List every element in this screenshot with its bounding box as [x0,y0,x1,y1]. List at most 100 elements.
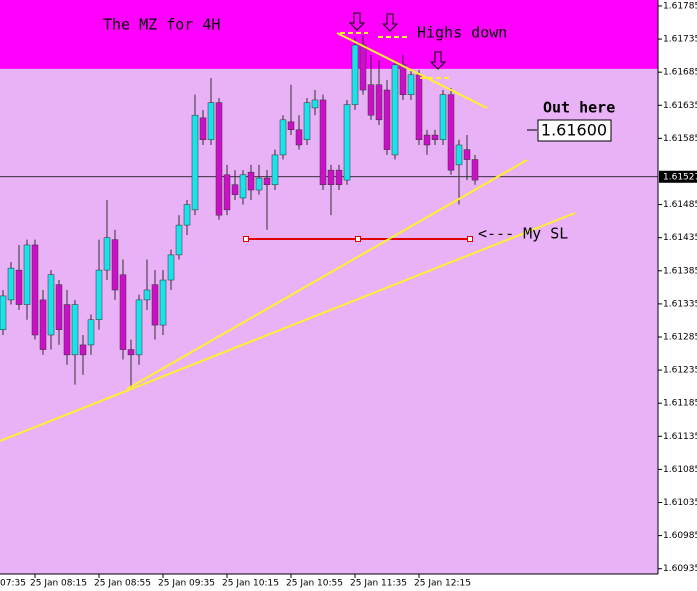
candle-body [319,99,327,185]
candle-body [415,74,423,140]
x-tick-label: 25 Jan 08:55 [94,579,151,589]
candle-body [375,84,383,121]
candle-body [15,269,23,305]
candle-body [119,274,127,350]
candle-body [367,84,375,116]
candle-body [295,129,303,146]
arrow-down [348,12,366,31]
candle-body [151,284,159,326]
candle-body [391,64,399,156]
candle-body [271,154,279,185]
candle-body [55,284,63,330]
x-tick-label: 25 Jan 10:15 [222,579,279,589]
candle-body [439,94,447,140]
trend-line [126,159,528,390]
candle-body [39,299,47,350]
candle-body [0,295,7,330]
y-tick-label: 1.61185 [663,399,697,409]
y-tick-label: 1.60935 [663,564,697,574]
candle-body [247,171,255,191]
y-tick-label: 1.61585 [663,134,697,144]
annotation: Out here [543,99,615,117]
candle-body [239,174,247,199]
annotation: <--- My SL [478,225,568,243]
candle-body [231,184,239,195]
candle-body [311,99,319,109]
y-tick-label: 1.61135 [663,432,697,442]
y-tick-label: 1.61085 [663,465,697,475]
plot-background [0,0,658,574]
x-tick-label: 25 Jan 09:35 [158,579,215,589]
y-tick-label: 1.61735 [663,35,697,45]
candle-body [359,44,367,91]
candle-body [87,319,95,346]
candle-body [135,299,143,356]
candle-body [287,121,295,131]
trend-line [336,32,488,109]
candle-body [191,114,199,211]
arrow-down [381,13,399,32]
plot-area [0,0,658,574]
candle-body [159,279,167,326]
y-tick-label: 1.61685 [663,68,697,78]
y-tick-label: 1.61035 [663,498,697,508]
candle-body [399,64,407,95]
axis-background [658,0,697,591]
candle-body [31,244,39,336]
x-tick-label: 25 Jan 10:55 [286,579,343,589]
sl-handle [355,236,361,243]
sl-handle [243,236,249,243]
y-tick-label: 1.61235 [663,366,697,376]
candle-body [7,267,15,301]
candle-body [455,144,463,166]
candle-body [63,304,71,356]
candle-body [199,117,207,140]
candle-body [327,169,335,185]
candle-body [79,344,87,356]
y-tick-label: 1.61385 [663,266,697,276]
x-tick-label: 25 Jan 11:35 [350,579,407,589]
candle-body [303,102,311,140]
candle-body [447,94,455,171]
candle-body [407,74,415,95]
trend-line [0,212,576,442]
candle-body [95,269,103,321]
zone [0,0,658,69]
candle-body [167,254,175,281]
y-tick-label: 1.61435 [663,233,697,243]
candle-body [431,134,439,140]
y-tick-label: 1.61635 [663,101,697,111]
candle-body [463,149,471,160]
x-tick-label: 07:35 [0,579,26,589]
current-price-box [659,170,697,183]
candle-body [215,102,223,216]
candle-body [223,174,231,211]
y-tick-label: 1.61785 [663,1,697,11]
candle-body [127,349,135,356]
candle-body [383,89,391,150]
drawings: The MZ for 4H Highs down Out here 1.6160… [0,12,615,442]
annotation: 1.61600 [541,121,607,140]
y-tick-label: 1.60985 [663,531,697,541]
candle-body [423,134,431,146]
current-price-label: 1.61527 [663,172,697,182]
candle-body [175,224,183,256]
x-tick-label: 25 Jan 08:15 [30,579,87,589]
candle-body [255,177,263,191]
candle-body [183,204,191,226]
candle-body [23,244,31,305]
candle-body [279,119,287,156]
sl-handle [467,236,473,243]
candle-body [111,239,119,291]
candle-body [207,102,215,140]
y-tick-label: 1.61335 [663,299,697,309]
candle-body [143,289,151,301]
x-tick-label: 25 Jan 12:15 [414,579,471,589]
y-tick-label: 1.61485 [663,200,697,210]
arrow-down [429,51,447,70]
candle-body [343,104,351,181]
candle-body [103,237,111,271]
candle-body [263,177,271,185]
